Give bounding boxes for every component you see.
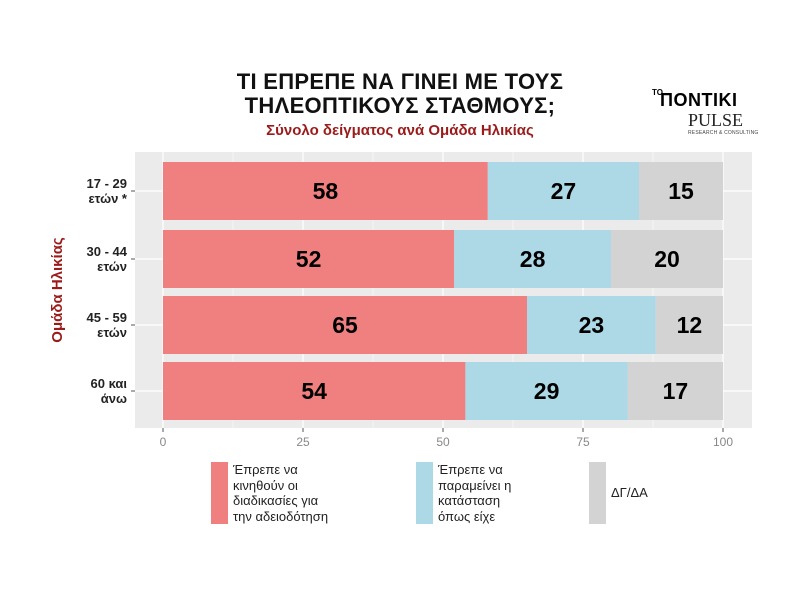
y-tick-label: άνω xyxy=(101,391,127,406)
x-tick-label: 75 xyxy=(576,435,590,449)
bar-value-label: 20 xyxy=(654,246,680,272)
bar-value-label: 15 xyxy=(668,178,694,204)
y-axis-title: Ομάδα Ηλικίας xyxy=(49,237,66,343)
chart-title-line-1: ΤΙ ΕΠΡΕΠΕ ΝΑ ΓΙΝΕΙ ΜΕ ΤΟΥΣ xyxy=(236,69,564,94)
x-tick-label: 25 xyxy=(296,435,310,449)
bar-value-label: 12 xyxy=(677,312,703,338)
chart-title-line-2: ΤΗΛΕΟΠΤΙΚΟΥΣ ΣΤΑΘΜΟΥΣ; xyxy=(244,93,556,118)
logo-brand: ΠΟΝΤΙΚΙ xyxy=(660,90,738,110)
bar-value-label: 27 xyxy=(551,178,577,204)
x-tick-label: 50 xyxy=(436,435,450,449)
bar-value-label: 58 xyxy=(313,178,339,204)
bar-value-label: 17 xyxy=(663,378,689,404)
bar-value-label: 23 xyxy=(579,312,605,338)
logo-partner: PULSE xyxy=(688,110,744,130)
y-tick-label: 17 - 29 xyxy=(87,176,127,191)
y-tick-label: 30 - 44 xyxy=(87,244,128,259)
logo-tagline: RESEARCH & CONSULTING xyxy=(688,130,759,136)
bar-segment xyxy=(454,230,611,288)
chart-title-block: ΤΙ ΕΠΡΕΠΕ ΝΑ ΓΙΝΕΙ ΜΕ ΤΟΥΣ ΤΗΛΕΟΠΤΙΚΟΥΣ … xyxy=(150,69,650,140)
bar-segment xyxy=(611,230,723,288)
y-tick-label: ετών xyxy=(97,325,127,340)
bar-segment xyxy=(163,162,488,220)
y-tick-label: ετών * xyxy=(89,191,128,206)
bar-segment xyxy=(163,362,466,420)
bar-value-label: 29 xyxy=(534,378,560,404)
y-tick-label: 45 - 59 xyxy=(87,310,127,325)
chart-subtitle: Σύνολο δείγματος ανά Ομάδα Ηλικίας xyxy=(266,122,534,139)
bar-value-label: 65 xyxy=(332,312,358,338)
bar-segment xyxy=(163,230,455,288)
logo-prefix: ΤΟ xyxy=(652,88,663,97)
bar-segment xyxy=(627,362,723,420)
bar-value-label: 52 xyxy=(296,246,322,272)
publisher-logo: ΤΟ ΠΟΝΤΙΚΙ PULSE RESEARCH & CONSULTING xyxy=(650,88,760,144)
bar-segment xyxy=(639,162,723,220)
bar-segment xyxy=(655,296,723,354)
y-tick-label: ετών xyxy=(97,259,127,274)
bar-segment xyxy=(487,162,639,220)
bar-value-label: 54 xyxy=(301,378,327,404)
bar-value-label: 28 xyxy=(520,246,546,272)
bar-segment xyxy=(163,296,527,354)
y-tick-label: 60 και xyxy=(91,376,128,391)
x-tick-label: 0 xyxy=(160,435,167,449)
x-tick-label: 100 xyxy=(713,435,733,449)
bar-segment xyxy=(527,296,656,354)
bar-segment xyxy=(465,362,628,420)
